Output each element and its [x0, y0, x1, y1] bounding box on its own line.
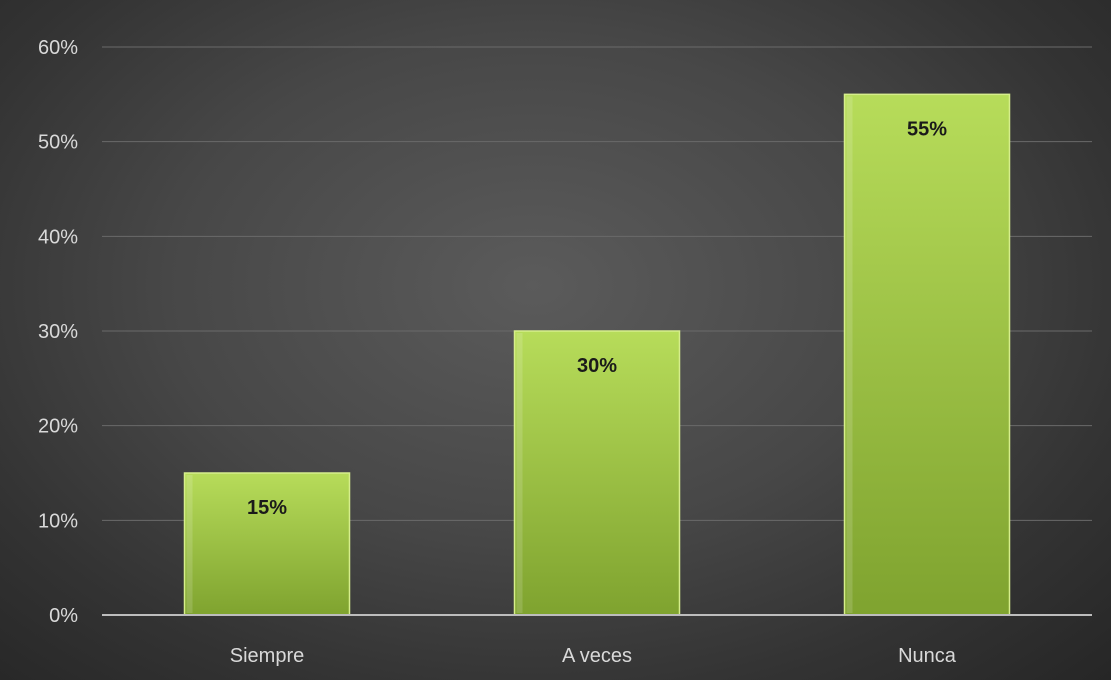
bar-highlight: [846, 96, 853, 614]
y-tick-label: 20%: [38, 416, 78, 438]
data-label: 15%: [247, 497, 287, 519]
bars: [183, 93, 1011, 616]
x-category-label: Siempre: [230, 645, 304, 667]
data-label: 55%: [907, 118, 947, 140]
data-label: 30%: [577, 355, 617, 377]
x-category-label: Nunca: [898, 645, 957, 667]
bar-highlight: [516, 333, 523, 613]
y-tick-label: 10%: [38, 510, 78, 532]
y-tick-label: 30%: [38, 321, 78, 343]
bar-siempre: [183, 472, 351, 616]
x-axis-category-labels: Siempre A veces Nunca: [230, 645, 957, 667]
y-tick-label: 50%: [38, 132, 78, 154]
y-tick-label: 60%: [38, 37, 78, 59]
y-axis-tick-labels: 0% 10% 20% 30% 40% 50% 60%: [38, 37, 78, 627]
x-category-label: A veces: [562, 645, 632, 667]
bar-a-veces: [513, 330, 681, 616]
bar-highlight: [186, 475, 193, 613]
y-tick-label: 40%: [38, 226, 78, 248]
bar-nunca: [843, 93, 1011, 616]
data-labels: 15% 30% 55%: [247, 118, 947, 519]
y-tick-label: 0%: [49, 605, 78, 627]
